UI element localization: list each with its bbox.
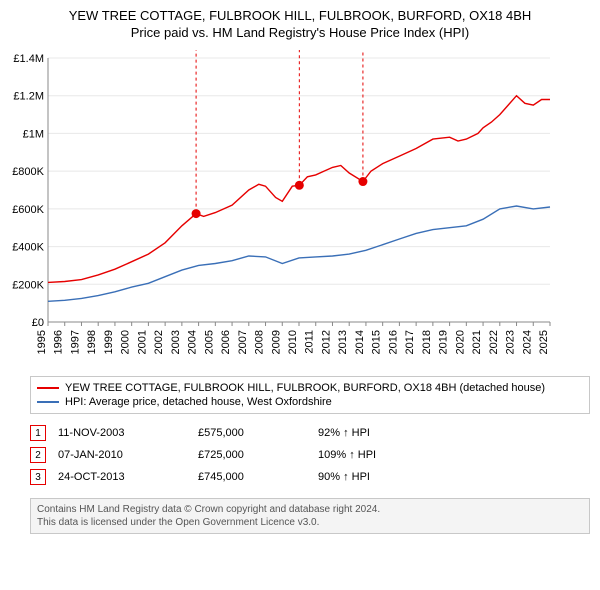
title-line-2: Price paid vs. HM Land Registry's House … xyxy=(8,25,592,40)
chart-svg: £0 £200K £400K £600K £800K £1M £1.2M £1.4M 1995 1… xyxy=(0,50,560,370)
legend-swatch xyxy=(37,387,59,389)
event-badge: 2 xyxy=(30,447,46,463)
x-tick-label: 2016 xyxy=(387,330,399,354)
footer: Contains HM Land Registry data © Crown c… xyxy=(30,498,590,534)
x-tick-label: 2014 xyxy=(354,330,366,354)
x-tick-label: 2002 xyxy=(153,330,165,354)
legend-swatch xyxy=(37,401,59,403)
y-tick-label: £200K xyxy=(12,279,44,291)
event-hpi: 109% ↑ HPI xyxy=(318,449,438,461)
event-price: £745,000 xyxy=(198,471,318,483)
x-tick-label: 2013 xyxy=(337,330,349,354)
event-row: 3 24-OCT-2013 £745,000 90% ↑ HPI xyxy=(30,466,590,488)
title-line-1: YEW TREE COTTAGE, FULBROOK HILL, FULBROO… xyxy=(8,8,592,23)
event-price: £725,000 xyxy=(198,449,318,461)
footer-line: Contains HM Land Registry data © Crown c… xyxy=(37,503,583,516)
event-hpi: 92% ↑ HPI xyxy=(318,427,438,439)
x-tick-label: 2025 xyxy=(538,330,550,354)
x-tick-label: 2011 xyxy=(304,330,316,354)
y-tick-label: £1.4M xyxy=(13,53,44,65)
x-tick-label: 2012 xyxy=(320,330,332,354)
x-tick-label: 2015 xyxy=(371,330,383,354)
x-tick-label: 2010 xyxy=(287,330,299,354)
x-tick-label: 2019 xyxy=(438,330,450,354)
y-tick-label: £600K xyxy=(12,204,44,216)
x-tick-label: 1996 xyxy=(53,330,65,354)
event-row: 2 07-JAN-2010 £725,000 109% ↑ HPI xyxy=(30,444,590,466)
marker-dot xyxy=(295,181,304,190)
x-tick-label: 2024 xyxy=(521,330,533,354)
footer-line: This data is licensed under the Open Gov… xyxy=(37,516,583,529)
x-tick-label: 1999 xyxy=(103,330,115,354)
title-block: YEW TREE COTTAGE, FULBROOK HILL, FULBROO… xyxy=(0,0,600,44)
x-tick-label: 2017 xyxy=(404,330,416,354)
marker-dot xyxy=(192,209,201,218)
y-tick-label: £1M xyxy=(23,128,44,140)
x-tick-label: 2000 xyxy=(120,330,132,354)
event-badge: 3 xyxy=(30,469,46,485)
legend: YEW TREE COTTAGE, FULBROOK HILL, FULBROO… xyxy=(30,376,590,414)
y-tick-label: £0 xyxy=(32,317,44,329)
plot-area: £0 £200K £400K £600K £800K £1M £1.2M £1.4M 1995 1… xyxy=(0,50,560,370)
event-hpi: 90% ↑ HPI xyxy=(318,471,438,483)
legend-label: HPI: Average price, detached house, West… xyxy=(65,396,332,408)
x-tick-label: 2018 xyxy=(421,330,433,354)
legend-item: YEW TREE COTTAGE, FULBROOK HILL, FULBROO… xyxy=(37,381,583,395)
x-tick-label: 2007 xyxy=(237,330,249,354)
x-tick-label: 2020 xyxy=(454,330,466,354)
x-tick-label: 2001 xyxy=(136,330,148,354)
x-tick-label: 1995 xyxy=(36,330,48,354)
x-tick-label: 2021 xyxy=(471,330,483,354)
series-hpi xyxy=(48,206,550,301)
event-row: 1 11-NOV-2003 £575,000 92% ↑ HPI xyxy=(30,422,590,444)
x-tick-label: 1997 xyxy=(69,330,81,354)
event-date: 24-OCT-2013 xyxy=(58,471,198,483)
event-badge: 1 xyxy=(30,425,46,441)
y-tick-label: £400K xyxy=(12,242,44,254)
event-date: 07-JAN-2010 xyxy=(58,449,198,461)
x-tick-label: 2009 xyxy=(270,330,282,354)
event-price: £575,000 xyxy=(198,427,318,439)
x-tick-label: 2023 xyxy=(505,330,517,354)
x-tick-label: 2006 xyxy=(220,330,232,354)
y-tick-label: £800K xyxy=(12,166,44,178)
chart-container: YEW TREE COTTAGE, FULBROOK HILL, FULBROO… xyxy=(0,0,600,534)
x-tick-label: 1998 xyxy=(86,330,98,354)
events-table: 1 11-NOV-2003 £575,000 92% ↑ HPI 2 07-JA… xyxy=(30,422,590,488)
x-tick-label: 2003 xyxy=(170,330,182,354)
legend-label: YEW TREE COTTAGE, FULBROOK HILL, FULBROO… xyxy=(65,382,545,394)
x-tick-label: 2022 xyxy=(488,330,500,354)
x-tick-label: 2008 xyxy=(254,330,266,354)
marker-dot xyxy=(358,177,367,186)
y-tick-label: £1.2M xyxy=(13,91,44,103)
legend-item: HPI: Average price, detached house, West… xyxy=(37,395,583,409)
x-tick-label: 2004 xyxy=(187,330,199,354)
x-tick-label: 2005 xyxy=(203,330,215,354)
event-date: 11-NOV-2003 xyxy=(58,427,198,439)
